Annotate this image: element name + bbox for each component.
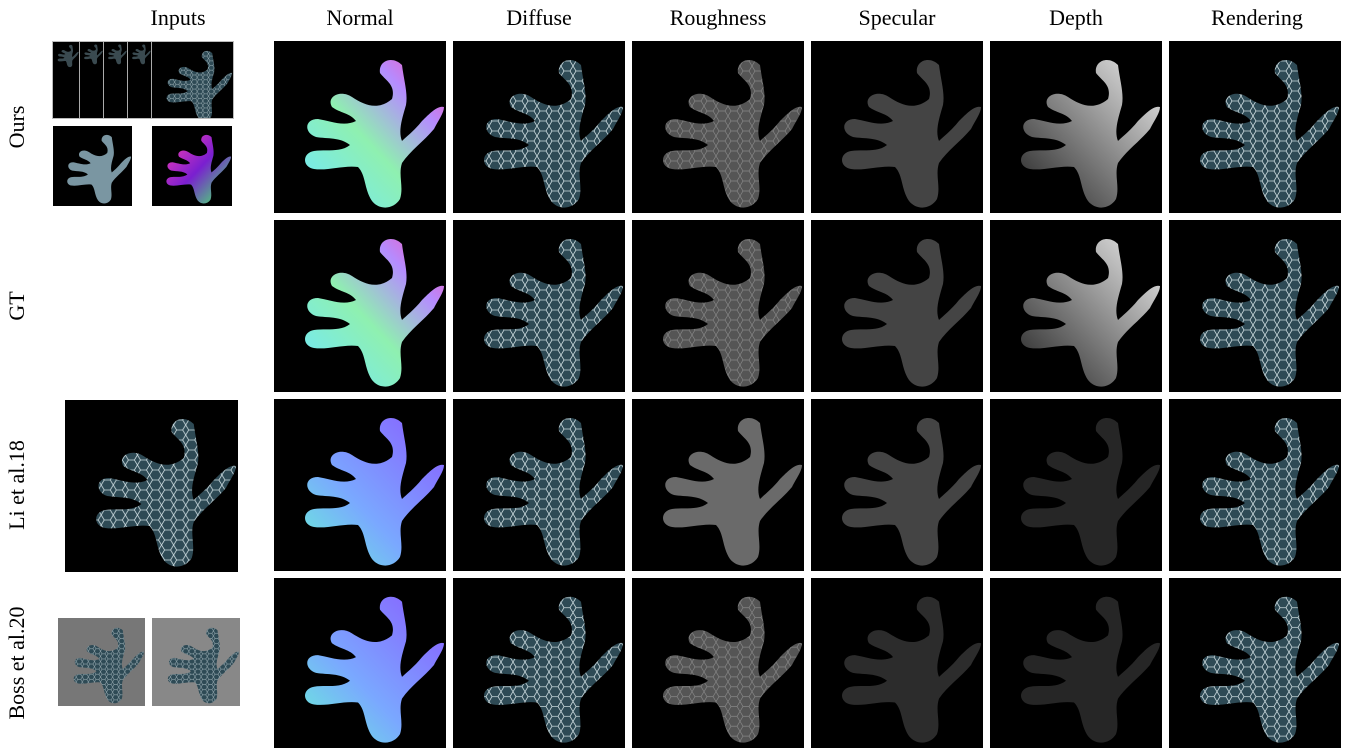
column-header-specular: Specular bbox=[858, 5, 936, 30]
panel-diffuse-gt bbox=[453, 220, 625, 392]
panel-roughness-li bbox=[632, 399, 804, 571]
panel-depth-li bbox=[990, 399, 1162, 571]
panel-normal-gt bbox=[274, 220, 446, 392]
panel-normal-boss bbox=[274, 578, 446, 748]
panel-specular-ours bbox=[811, 41, 983, 213]
panel-depth-ours bbox=[990, 41, 1162, 213]
column-header-diffuse: Diffuse bbox=[506, 5, 572, 30]
row-label-ours: Ours bbox=[4, 105, 29, 149]
panel-roughness-boss bbox=[632, 578, 804, 748]
input-ours-normal bbox=[152, 126, 232, 206]
strip-view-2 bbox=[79, 42, 103, 118]
row-label-boss: Boss et al.20 bbox=[4, 606, 29, 720]
input-multiview-strip bbox=[52, 41, 234, 119]
panel-rendering-li bbox=[1169, 399, 1341, 571]
strip-view-3 bbox=[103, 42, 127, 118]
panel-diffuse-li bbox=[453, 399, 625, 571]
input-li-single-image bbox=[65, 400, 238, 572]
panel-rendering-boss bbox=[1169, 578, 1341, 748]
panel-specular-li bbox=[811, 399, 983, 571]
panel-specular-boss bbox=[811, 578, 983, 748]
panel-normal-li bbox=[274, 399, 446, 571]
strip-view-5 bbox=[151, 42, 233, 118]
panel-normal-ours bbox=[274, 41, 446, 213]
strip-view-1 bbox=[53, 42, 79, 118]
panel-rendering-gt bbox=[1169, 220, 1341, 392]
column-header-roughness: Roughness bbox=[669, 5, 767, 30]
column-header-rendering: Rendering bbox=[1211, 5, 1303, 30]
column-header-normal: Normal bbox=[326, 5, 394, 30]
panel-roughness-gt bbox=[632, 220, 804, 392]
column-header-inputs: Inputs bbox=[150, 5, 206, 30]
strip-view-4 bbox=[127, 42, 151, 118]
column-header-depth: Depth bbox=[1049, 5, 1103, 30]
panel-depth-gt bbox=[990, 220, 1162, 392]
panel-diffuse-ours bbox=[453, 41, 625, 213]
panel-specular-gt bbox=[811, 220, 983, 392]
row-label-li: Li et al.18 bbox=[4, 440, 29, 530]
panel-diffuse-boss bbox=[453, 578, 625, 748]
input-ours-lighting bbox=[53, 126, 132, 206]
panel-roughness-ours bbox=[632, 41, 804, 213]
panel-rendering-ours bbox=[1169, 41, 1341, 213]
row-label-gt: GT bbox=[4, 291, 29, 321]
panel-depth-boss bbox=[990, 578, 1162, 748]
input-boss-flash bbox=[58, 618, 145, 706]
input-boss-noflash bbox=[152, 618, 240, 706]
